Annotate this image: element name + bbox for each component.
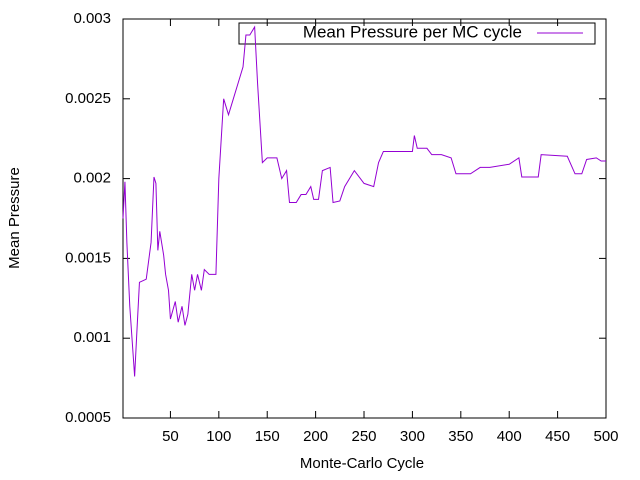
x-tick-label: 350 <box>448 428 473 445</box>
y-tick-label: 0.0015 <box>65 249 111 266</box>
x-tick-label: 400 <box>497 428 522 445</box>
y-axis-label: Mean Pressure <box>6 167 23 269</box>
y-tick-label: 0.0005 <box>65 409 111 426</box>
x-tick-label: 150 <box>255 428 280 445</box>
x-tick-label: 300 <box>400 428 425 445</box>
x-tick-label: 500 <box>593 428 618 445</box>
y-tick-label: 0.0025 <box>65 90 111 107</box>
y-tick-label: 0.001 <box>73 329 111 346</box>
legend-label: Mean Pressure per MC cycle <box>303 22 522 41</box>
x-tick-label: 250 <box>352 428 377 445</box>
x-tick-label: 200 <box>303 428 328 445</box>
y-tick-label: 0.002 <box>73 170 111 187</box>
x-tick-label: 450 <box>545 428 570 445</box>
legend-box <box>238 22 596 45</box>
x-tick-label: 100 <box>206 428 231 445</box>
plot-frame <box>122 18 607 419</box>
x-axis-label: Monte-Carlo Cycle <box>300 455 424 472</box>
x-tick-label: 50 <box>162 428 179 445</box>
y-tick-label: 0.003 <box>73 10 111 27</box>
data-line <box>122 25 606 377</box>
